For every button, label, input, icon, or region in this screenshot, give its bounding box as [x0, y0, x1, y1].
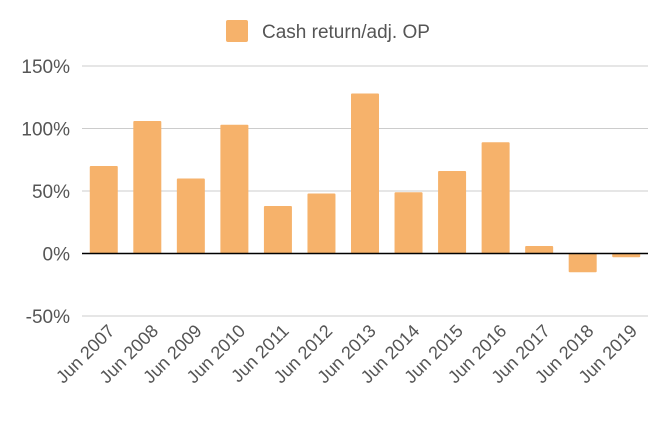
y-tick-label: 0% [43, 245, 71, 266]
bar-jun-2007 [89, 166, 118, 254]
y-tick-label: 150% [21, 57, 70, 78]
bars [89, 93, 641, 273]
bar-jun-2013 [351, 93, 379, 254]
legend: Cash return/adj. OP [226, 20, 430, 43]
bar-jun-2019 [612, 253, 641, 258]
legend-label: Cash return/adj. OP [262, 22, 430, 43]
bar-jun-2008 [133, 121, 162, 254]
bar-jun-2015 [438, 171, 467, 254]
y-tick-label: 100% [21, 120, 70, 141]
bar-jun-2012 [307, 193, 336, 254]
y-axis-tick-labels: -50% 0% 50% 100% 150% [21, 57, 70, 328]
bar-jun-2017 [525, 246, 554, 254]
bar-jun-2009 [176, 178, 205, 254]
bar-jun-2018 [568, 253, 597, 273]
y-tick-label: 50% [32, 182, 70, 203]
bar-jun-2010 [220, 124, 249, 254]
legend-swatch [226, 20, 248, 42]
bar-jun-2014 [394, 192, 423, 254]
bar-jun-2011 [263, 206, 292, 254]
y-tick-label: -50% [26, 307, 70, 328]
bar-jun-2016 [481, 142, 510, 254]
